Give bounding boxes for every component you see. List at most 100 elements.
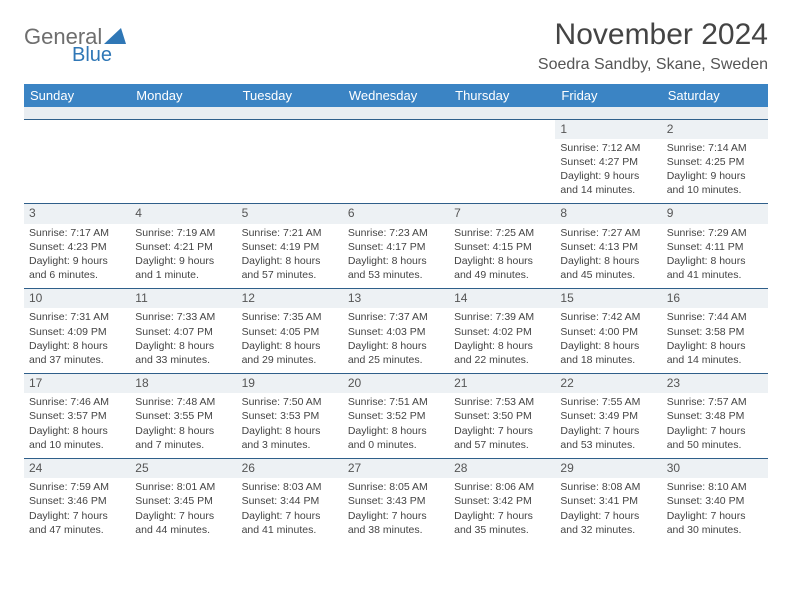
sunset-line: Sunset: 3:50 PM [454,409,550,423]
calendar-cell: 12Sunrise: 7:35 AMSunset: 4:05 PMDayligh… [237,289,343,374]
sunset-line: Sunset: 4:13 PM [560,240,656,254]
calendar-body: .....1Sunrise: 7:12 AMSunset: 4:27 PMDay… [24,107,768,543]
sunrise-line: Sunrise: 8:01 AM [135,480,231,494]
calendar-cell: 24Sunrise: 7:59 AMSunset: 3:46 PMDayligh… [24,459,130,543]
sunrise-line: Sunrise: 7:39 AM [454,310,550,324]
sunrise-line: Sunrise: 8:10 AM [667,480,763,494]
daylight-line: Daylight: 9 hours and 10 minutes. [667,169,763,197]
day-number: 23 [662,374,768,393]
day-number: 25 [130,459,236,478]
daylight-line: Daylight: 7 hours and 50 minutes. [667,424,763,452]
daylight-line: Daylight: 9 hours and 1 minute. [135,254,231,282]
calendar-cell: 9Sunrise: 7:29 AMSunset: 4:11 PMDaylight… [662,204,768,289]
sunrise-line: Sunrise: 7:53 AM [454,395,550,409]
calendar-cell: 26Sunrise: 8:03 AMSunset: 3:44 PMDayligh… [237,459,343,543]
sunset-line: Sunset: 4:21 PM [135,240,231,254]
calendar-cell: . [237,119,343,204]
sunrise-line: Sunrise: 7:27 AM [560,226,656,240]
calendar-cell: 25 Sunrise: 8:01 AMSunset: 3:45 PMDayligh… [130,459,236,543]
day-number: 10 [24,289,130,308]
calendar-cell: 11Sunrise: 7:33 AMSunset: 4:07 PMDayligh… [130,289,236,374]
sunset-line: Sunset: 3:40 PM [667,494,763,508]
daylight-line: Daylight: 7 hours and 35 minutes. [454,509,550,537]
sunrise-line: Sunrise: 7:59 AM [29,480,125,494]
sunset-line: Sunset: 4:07 PM [135,325,231,339]
day-number: 13 [343,289,449,308]
sunrise-line: Sunrise: 7:37 AM [348,310,444,324]
daylight-line: Daylight: 8 hours and 33 minutes. [135,339,231,367]
sunrise-line: Sunrise: 8:03 AM [242,480,338,494]
sunset-line: Sunset: 4:17 PM [348,240,444,254]
day-number: 26 [237,459,343,478]
sunset-line: Sunset: 3:55 PM [135,409,231,423]
calendar-week: 24Sunrise: 7:59 AMSunset: 3:46 PMDayligh… [24,459,768,543]
calendar-cell: 14Sunrise: 7:39 AMSunset: 4:02 PMDayligh… [449,289,555,374]
sunset-line: Sunset: 4:02 PM [454,325,550,339]
logo: General Blue [24,18,127,67]
daylight-line: Daylight: 9 hours and 6 minutes. [29,254,125,282]
calendar-cell: 8Sunrise: 7:27 AMSunset: 4:13 PMDaylight… [555,204,661,289]
sunset-line: Sunset: 4:27 PM [560,155,656,169]
calendar-cell: 13Sunrise: 7:37 AMSunset: 4:03 PMDayligh… [343,289,449,374]
calendar-cell: . [24,119,130,204]
sunset-line: Sunset: 3:52 PM [348,409,444,423]
sunrise-line: Sunrise: 7:31 AM [29,310,125,324]
calendar-cell: 30Sunrise: 8:10 AMSunset: 3:40 PMDayligh… [662,459,768,543]
daylight-line: Daylight: 7 hours and 44 minutes. [135,509,231,537]
calendar-cell: 1Sunrise: 7:12 AMSunset: 4:27 PMDaylight… [555,119,661,204]
sunset-line: Sunset: 4:09 PM [29,325,125,339]
calendar-cell: 20Sunrise: 7:51 AMSunset: 3:52 PMDayligh… [343,374,449,459]
sunrise-line: Sunrise: 7:57 AM [667,395,763,409]
daylight-line: Daylight: 8 hours and 41 minutes. [667,254,763,282]
daylight-line: Daylight: 7 hours and 30 minutes. [667,509,763,537]
sunrise-line: Sunrise: 7:19 AM [135,226,231,240]
daylight-line: Daylight: 7 hours and 53 minutes. [560,424,656,452]
daylight-line: Daylight: 7 hours and 41 minutes. [242,509,338,537]
sunset-line: Sunset: 3:49 PM [560,409,656,423]
day-number: 12 [237,289,343,308]
calendar-cell: 2Sunrise: 7:14 AMSunset: 4:25 PMDaylight… [662,119,768,204]
sunset-line: Sunset: 4:15 PM [454,240,550,254]
sunrise-line: Sunrise: 7:21 AM [242,226,338,240]
calendar-week: 10 Sunrise: 7:31 AMSunset: 4:09 PM Dayligh… [24,289,768,374]
daylight-line: Daylight: 7 hours and 57 minutes. [454,424,550,452]
sunrise-line: Sunrise: 7:55 AM [560,395,656,409]
day-header: Tuesday [237,84,343,107]
daylight-line: Daylight: 8 hours and 7 minutes. [135,424,231,452]
day-number: 11 [130,289,236,308]
daylight-line: Daylight: 8 hours and 10 minutes. [29,424,125,452]
calendar-cell: 18 Sunrise: 7:48 AMSunset: 3:55 PMDayligh… [130,374,236,459]
calendar-cell: 28Sunrise: 8:06 AMSunset: 3:42 PMDayligh… [449,459,555,543]
day-header: Thursday [449,84,555,107]
day-number: 18 [130,374,236,393]
location-subtitle: Soedra Sandby, Skane, Sweden [538,56,768,74]
sunrise-line: Sunrise: 7:46 AM [29,395,125,409]
daylight-line: Daylight: 8 hours and 18 minutes. [560,339,656,367]
calendar-cell: 6Sunrise: 7:23 AMSunset: 4:17 PMDaylight… [343,204,449,289]
day-number: 7 [449,204,555,223]
sunrise-line: Sunrise: 7:51 AM [348,395,444,409]
day-number: 4 [130,204,236,223]
month-title: November 2024 [538,18,768,52]
day-number: 9 [662,204,768,223]
daylight-line: Daylight: 8 hours and 3 minutes. [242,424,338,452]
calendar-cell: . [449,119,555,204]
daylight-line: Daylight: 8 hours and 14 minutes. [667,339,763,367]
sunset-line: Sunset: 3:57 PM [29,409,125,423]
sunrise-line: Sunrise: 7:44 AM [667,310,763,324]
day-number: 20 [343,374,449,393]
day-header: Monday [130,84,236,107]
calendar-cell: 4 Sunrise: 7:19 AMSunset: 4:21 PMDaylight… [130,204,236,289]
day-header: Saturday [662,84,768,107]
sunset-line: Sunset: 3:43 PM [348,494,444,508]
daylight-line: Daylight: 7 hours and 47 minutes. [29,509,125,537]
sunset-line: Sunset: 3:45 PM [135,494,231,508]
sunrise-line: Sunrise: 7:48 AM [135,395,231,409]
day-header: Sunday [24,84,130,107]
sunset-line: Sunset: 4:05 PM [242,325,338,339]
sunrise-line: Sunrise: 8:05 AM [348,480,444,494]
day-number: 15 [555,289,661,308]
calendar-cell: . [343,119,449,204]
daylight-line: Daylight: 8 hours and 29 minutes. [242,339,338,367]
calendar-table: SundayMondayTuesdayWednesdayThursdayFrid… [24,84,768,543]
